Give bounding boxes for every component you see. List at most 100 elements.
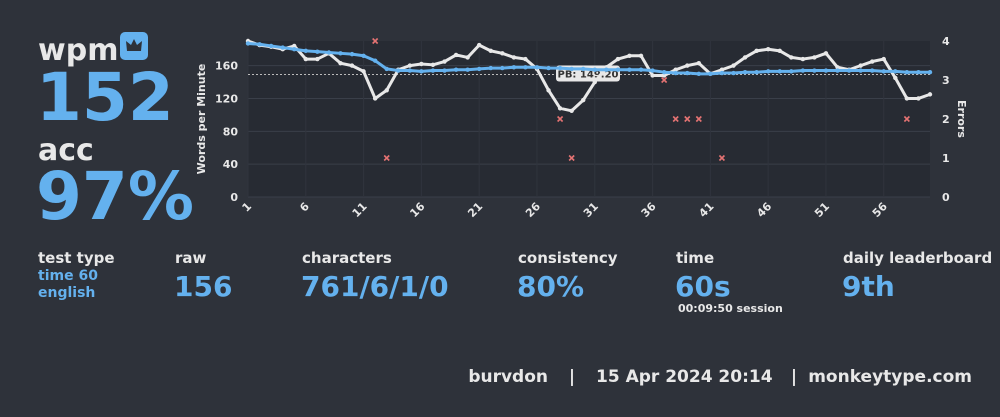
x-tick-label: 46: [754, 200, 774, 220]
series-point: [303, 48, 308, 54]
series-point: [719, 67, 725, 72]
stat-label: test type: [38, 249, 115, 267]
x-tick-label: 36: [639, 200, 659, 220]
series-point: [927, 92, 933, 97]
series-point: [557, 106, 563, 111]
y2-tick-label: 4: [942, 35, 950, 48]
series-point: [407, 68, 413, 73]
x-tick-label: 56: [870, 200, 890, 220]
y-tick-label: 40: [223, 158, 239, 171]
error-mark: [903, 115, 910, 123]
series-point: [904, 96, 910, 101]
series-point: [326, 50, 332, 55]
footer-separator: |: [569, 367, 575, 387]
y-tick-label: 160: [215, 60, 238, 73]
session-time: 00:09:50 session: [678, 302, 783, 315]
stat-label: time: [676, 249, 714, 267]
series-point: [280, 45, 285, 50]
series-point: [742, 55, 748, 60]
series-point: [534, 65, 540, 70]
series-point: [765, 69, 771, 74]
x-tick-label: 26: [523, 200, 543, 220]
series-point: [523, 65, 528, 70]
stat-label: daily leaderboard: [843, 249, 992, 267]
series-point: [546, 88, 551, 93]
series-point: [407, 63, 413, 68]
series-point: [661, 70, 667, 75]
series-point: [430, 62, 436, 68]
series-point: [453, 52, 459, 58]
series-point: [569, 66, 574, 72]
series-point: [268, 43, 274, 49]
series-point: [581, 66, 586, 72]
series-point: [858, 68, 863, 73]
footer-site: monkeytype.com: [808, 367, 972, 387]
series-point: [384, 88, 389, 93]
acc-value: 97%: [36, 158, 194, 235]
series-point: [893, 69, 898, 74]
series-point: [708, 71, 713, 77]
series-point: [315, 56, 320, 62]
series-point: [523, 56, 528, 62]
x-tick-label: 16: [407, 200, 427, 220]
series-point: [453, 67, 459, 72]
x-tick-label: 1: [240, 200, 255, 215]
series-point: [650, 68, 655, 73]
stat-value: 9th: [842, 270, 895, 303]
series-point: [257, 42, 262, 47]
series-point: [581, 97, 586, 103]
series-point: [742, 70, 748, 75]
wpm-label: wpm: [38, 33, 118, 68]
y2-tick-label: 3: [942, 74, 950, 87]
stat-value: 80%: [517, 270, 584, 303]
footer-user: burvdon: [468, 367, 548, 387]
series-point: [754, 48, 759, 54]
series-point: [592, 79, 597, 85]
series-point: [835, 65, 840, 70]
series-point: [638, 53, 644, 58]
series-point: [361, 69, 366, 74]
series-point: [442, 59, 447, 64]
series-point: [731, 63, 736, 68]
series-point: [384, 66, 389, 72]
series-point: [731, 70, 736, 76]
series-point: [361, 53, 366, 58]
series-point: [650, 73, 655, 78]
error-mark: [684, 115, 691, 123]
x-tick-label: 31: [581, 200, 601, 220]
series-point: [685, 70, 690, 76]
error-mark: [372, 37, 379, 45]
series-point: [442, 68, 447, 73]
series-point: [835, 68, 840, 73]
error-mark: [661, 76, 668, 84]
footer-date: 15 Apr 2024 20:14: [596, 367, 773, 387]
series-point: [546, 65, 551, 71]
series-point: [846, 68, 852, 73]
y-tick-label: 0: [230, 191, 238, 204]
series-point: [765, 47, 771, 52]
series-point: [430, 68, 436, 73]
x-tick-label: 51: [812, 200, 832, 220]
error-mark: [568, 154, 575, 162]
series-point: [500, 51, 505, 56]
series-point: [789, 55, 794, 60]
series-point: [419, 61, 424, 67]
series-point: [303, 56, 308, 62]
series-point: [349, 51, 355, 57]
series-point: [673, 67, 678, 72]
stat-label: consistency: [518, 249, 618, 267]
series-point: [488, 48, 493, 54]
stat-value: 60s: [675, 270, 731, 303]
crown-badge: [120, 32, 148, 60]
series-point: [627, 67, 632, 72]
x-tick-label: 11: [350, 200, 370, 220]
series-point: [419, 69, 424, 74]
series-point: [685, 63, 690, 68]
y2-tick-label: 0: [942, 191, 950, 204]
x-tick-label: 21: [465, 200, 485, 220]
series-point: [627, 53, 632, 58]
series-point: [800, 56, 806, 62]
footer-separator: |: [791, 367, 797, 387]
series-point: [292, 47, 297, 52]
